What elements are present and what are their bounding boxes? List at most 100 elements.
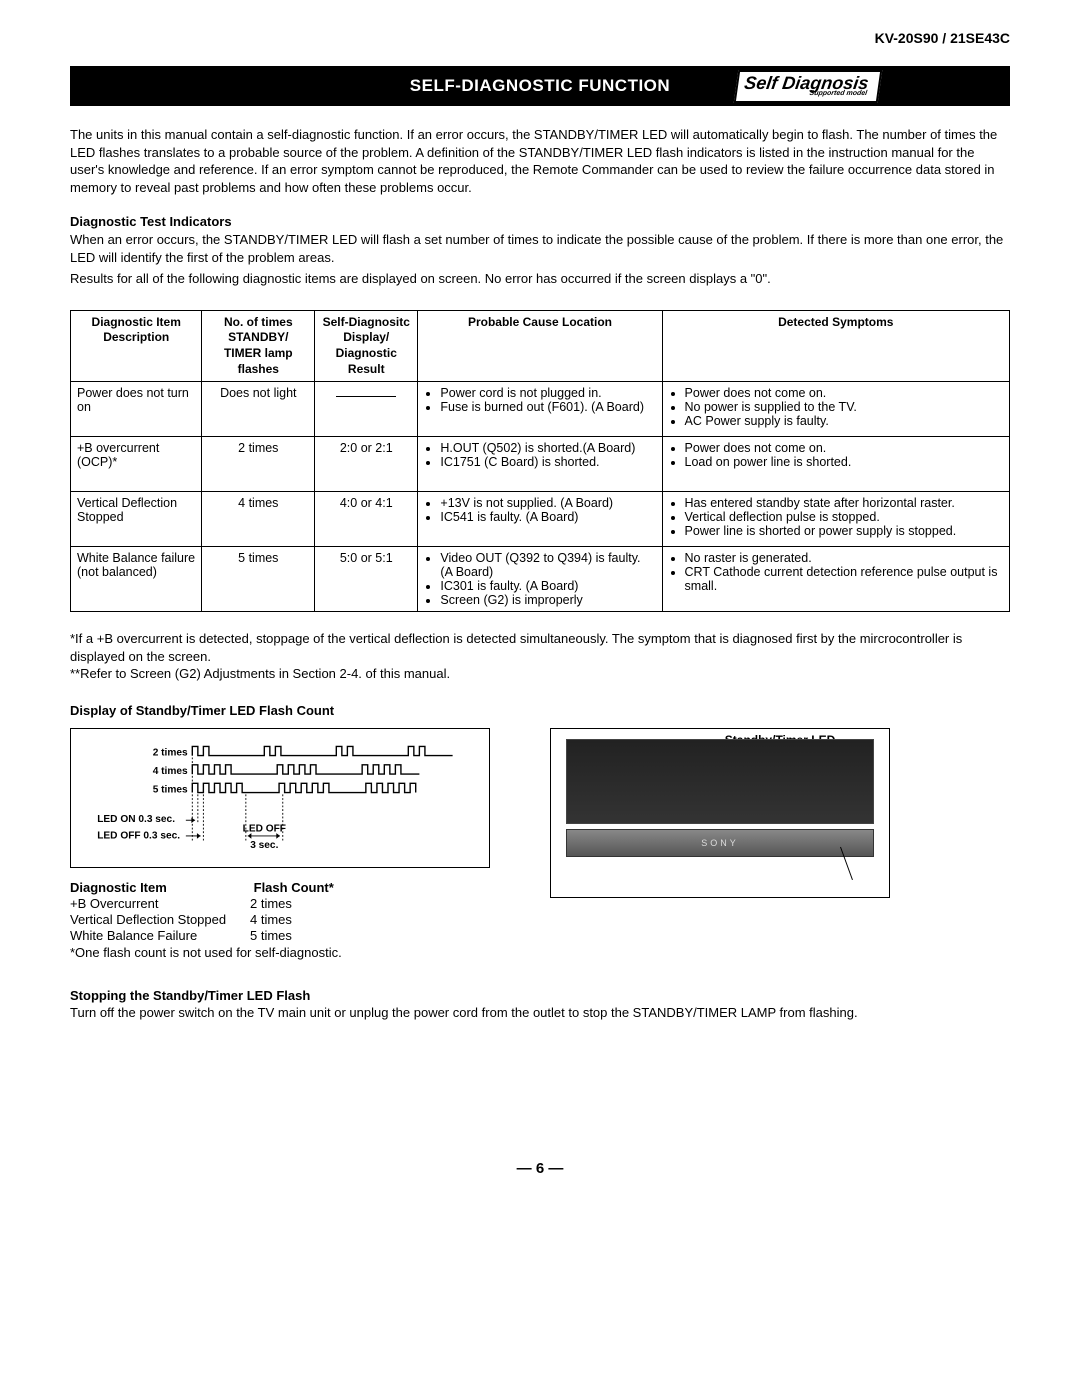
cause-item: Power cord is not plugged in. bbox=[440, 386, 655, 400]
symptom-item: AC Power supply is faulty. bbox=[685, 414, 1003, 428]
intro-text: The units in this manual contain a self-… bbox=[70, 126, 1010, 196]
footnote-2: **Refer to Screen (G2) Adjustments in Se… bbox=[70, 665, 1010, 683]
tv-bezel: SONY bbox=[566, 829, 874, 857]
cause-item: Fuse is burned out (F601). (A Board) bbox=[440, 400, 655, 414]
label-5times: 5 times bbox=[153, 784, 188, 795]
tv-brand: SONY bbox=[701, 838, 739, 848]
symptom-item: No power is supplied to the TV. bbox=[685, 400, 1003, 414]
timing-diagram: 2 times 4 times 5 times LED ON 0.3 sec. … bbox=[70, 728, 490, 868]
flash-row: Vertical Deflection Stopped4 times bbox=[70, 912, 490, 927]
diag-test-heading: Diagnostic Test Indicators bbox=[70, 214, 1010, 229]
page-container: KV-20S90 / 21SE43C SELF-DIAGNOSTIC FUNCT… bbox=[0, 0, 1080, 1217]
cell-symptoms: Power does not come on.Load on power lin… bbox=[662, 437, 1009, 492]
label-off3b: 3 sec. bbox=[250, 840, 278, 851]
cause-item: IC1751 (C Board) is shorted. bbox=[440, 455, 655, 469]
timing-svg: 2 times 4 times 5 times LED ON 0.3 sec. … bbox=[81, 739, 479, 859]
th-desc: Diagnostic Item Description bbox=[71, 310, 202, 381]
cell-flashes: Does not light bbox=[202, 382, 315, 437]
tv-illustration: SONY Standby/Timer LED bbox=[550, 728, 890, 898]
th-flashes: No. of times STANDBY/ TIMER lamp flashes bbox=[202, 310, 315, 381]
table-header-row: Diagnostic Item Description No. of times… bbox=[71, 310, 1010, 381]
flash-item: White Balance Failure bbox=[70, 928, 250, 943]
section-title-bar: SELF-DIAGNOSTIC FUNCTION Self Diagnosis … bbox=[70, 66, 1010, 106]
self-diagnosis-badge: Self Diagnosis Supported model bbox=[734, 70, 883, 103]
cause-item: IC301 is faulty. (A Board) bbox=[440, 579, 655, 593]
cell-cause: Power cord is not plugged in.Fuse is bur… bbox=[418, 382, 662, 437]
ft-header-item: Diagnostic Item bbox=[70, 880, 250, 895]
blank-result-line bbox=[336, 396, 396, 397]
cell-flashes: 5 times bbox=[202, 547, 315, 612]
stopping-heading: Stopping the Standby/Timer LED Flash bbox=[70, 988, 1010, 1003]
tv-screen bbox=[566, 739, 874, 824]
arrowhead-off bbox=[197, 833, 201, 839]
symptom-item: Vertical deflection pulse is stopped. bbox=[685, 510, 1003, 524]
symptom-item: No raster is generated. bbox=[685, 551, 1003, 565]
cell-flashes: 2 times bbox=[202, 437, 315, 492]
flash-item: Vertical Deflection Stopped bbox=[70, 912, 250, 927]
th-result: Self-Diagnositc Display/ Diagnostic Resu… bbox=[315, 310, 418, 381]
th-symptoms: Detected Symptoms bbox=[662, 310, 1009, 381]
diag-test-p1: When an error occurs, the STANDBY/TIMER … bbox=[70, 231, 1010, 266]
cell-result: 5:0 or 5:1 bbox=[315, 547, 418, 612]
flash-layout: 2 times 4 times 5 times LED ON 0.3 sec. … bbox=[70, 728, 1010, 960]
cell-desc: White Balance failure (not balanced) bbox=[71, 547, 202, 612]
cell-symptoms: Has entered standby state after horizont… bbox=[662, 492, 1009, 547]
page-number: — 6 — bbox=[70, 1160, 1010, 1177]
cell-flashes: 4 times bbox=[202, 492, 315, 547]
arrowhead-on bbox=[191, 817, 195, 823]
ft-header-count: Flash Count* bbox=[254, 880, 354, 895]
table-row: White Balance failure (not balanced)5 ti… bbox=[71, 547, 1010, 612]
label-ledon: LED ON 0.3 sec. bbox=[97, 814, 175, 825]
cause-item: IC541 is faulty. (A Board) bbox=[440, 510, 655, 524]
flash-count-table: Diagnostic Item Flash Count* +B Overcurr… bbox=[70, 880, 490, 960]
label-2times: 2 times bbox=[153, 747, 188, 758]
symptom-item: Power line is shorted or power supply is… bbox=[685, 524, 1003, 538]
label-off3: LED OFF bbox=[243, 823, 286, 834]
flash-count: 5 times bbox=[250, 928, 350, 943]
cell-cause: Video OUT (Q392 to Q394) is faulty. (A B… bbox=[418, 547, 662, 612]
cell-desc: +B overcurrent (OCP)* bbox=[71, 437, 202, 492]
wave-4 bbox=[192, 765, 419, 774]
cell-symptoms: Power does not come on.No power is suppl… bbox=[662, 382, 1009, 437]
section-title-text: SELF-DIAGNOSTIC FUNCTION bbox=[410, 76, 670, 96]
label-4times: 4 times bbox=[153, 766, 188, 777]
cell-result: 4:0 or 4:1 bbox=[315, 492, 418, 547]
symptom-item: CRT Cathode current detection reference … bbox=[685, 565, 1003, 593]
cell-desc: Power does not turn on bbox=[71, 382, 202, 437]
symptom-item: Power does not come on. bbox=[685, 386, 1003, 400]
flash-item: +B Overcurrent bbox=[70, 896, 250, 911]
cell-result bbox=[315, 382, 418, 437]
flash-row: White Balance Failure5 times bbox=[70, 928, 490, 943]
symptom-item: Power does not come on. bbox=[685, 441, 1003, 455]
footnote-1: *If a +B overcurrent is detected, stoppa… bbox=[70, 630, 1010, 665]
cause-item: +13V is not supplied. (A Board) bbox=[440, 496, 655, 510]
cell-symptoms: No raster is generated.CRT Cathode curre… bbox=[662, 547, 1009, 612]
footnotes: *If a +B overcurrent is detected, stoppa… bbox=[70, 630, 1010, 683]
symptom-item: Load on power line is shorted. bbox=[685, 455, 1003, 469]
model-number: KV-20S90 / 21SE43C bbox=[70, 30, 1010, 46]
intro-paragraph: The units in this manual contain a self-… bbox=[70, 126, 1010, 196]
cause-item: Screen (G2) is improperly bbox=[440, 593, 655, 607]
stopping-text: Turn off the power switch on the TV main… bbox=[70, 1005, 1010, 1020]
flash-row: +B Overcurrent2 times bbox=[70, 896, 490, 911]
cell-cause: H.OUT (Q502) is shorted.(A Board)IC1751 … bbox=[418, 437, 662, 492]
flash-note: *One flash count is not used for self-di… bbox=[70, 945, 490, 960]
flash-display-heading: Display of Standby/Timer LED Flash Count bbox=[70, 703, 1010, 718]
flash-right-column: SONY Standby/Timer LED bbox=[550, 728, 900, 960]
diag-test-p2: Results for all of the following diagnos… bbox=[70, 270, 1010, 288]
wave-2 bbox=[192, 746, 452, 755]
diag-test-body: When an error occurs, the STANDBY/TIMER … bbox=[70, 231, 1010, 288]
flash-left-column: 2 times 4 times 5 times LED ON 0.3 sec. … bbox=[70, 728, 490, 960]
flash-count: 4 times bbox=[250, 912, 350, 927]
label-ledoff: LED OFF 0.3 sec. bbox=[97, 831, 180, 842]
symptom-item: Has entered standby state after horizont… bbox=[685, 496, 1003, 510]
cell-result: 2:0 or 2:1 bbox=[315, 437, 418, 492]
th-cause: Probable Cause Location bbox=[418, 310, 662, 381]
diagnostic-table: Diagnostic Item Description No. of times… bbox=[70, 310, 1010, 612]
cell-desc: Vertical Deflection Stopped bbox=[71, 492, 202, 547]
cause-item: Video OUT (Q392 to Q394) is faulty. (A B… bbox=[440, 551, 655, 579]
cell-cause: +13V is not supplied. (A Board)IC541 is … bbox=[418, 492, 662, 547]
stopping-section: Stopping the Standby/Timer LED Flash Tur… bbox=[70, 988, 1010, 1020]
table-row: +B overcurrent (OCP)*2 times2:0 or 2:1H.… bbox=[71, 437, 1010, 492]
wave-5 bbox=[192, 783, 415, 792]
